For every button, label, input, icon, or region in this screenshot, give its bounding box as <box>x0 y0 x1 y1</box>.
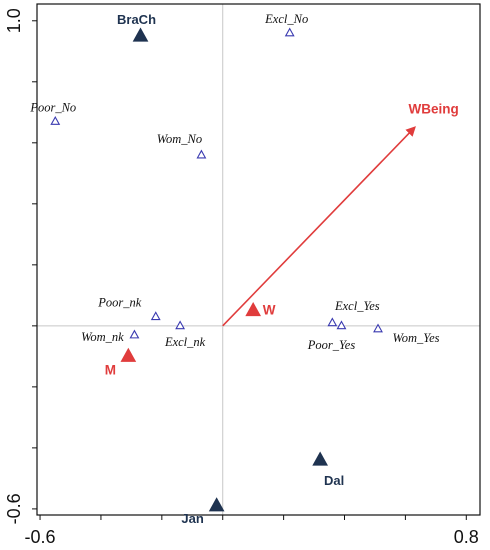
sample-label: BraCh <box>117 12 156 27</box>
species-marker <box>129 329 140 339</box>
sample-marker <box>312 451 329 466</box>
species-label: Excl_Yes <box>334 299 380 313</box>
species-label: Poor_No <box>29 100 76 114</box>
sample-marker <box>208 497 225 512</box>
species-marker <box>196 149 207 159</box>
sample-label: Dal <box>324 473 344 488</box>
species-label: Poor_nk <box>97 296 142 310</box>
sample-marker <box>132 27 149 42</box>
y-tick-label: 1.0 <box>4 8 24 33</box>
x-tick-label: 0.8 <box>454 527 479 547</box>
species-label: Wom_nk <box>81 330 124 344</box>
env-vector-label: WBeing <box>409 102 459 117</box>
species-label: Excl_nk <box>164 335 206 349</box>
species-marker <box>373 323 383 333</box>
env-vector-arrow <box>222 126 416 327</box>
species-marker <box>327 317 338 327</box>
species-label: Excl_No <box>264 12 308 26</box>
species-label: Poor_Yes <box>307 338 356 352</box>
species-marker <box>336 320 347 330</box>
plot-frame <box>36 3 481 516</box>
species-label: Wom_Yes <box>392 331 439 345</box>
y-tick-label: -0.6 <box>4 493 24 524</box>
species-marker <box>50 116 61 125</box>
species-marker <box>175 320 186 330</box>
env-category-label: M <box>105 362 116 377</box>
env-category-label: W <box>263 303 276 318</box>
species-marker <box>284 27 295 37</box>
env-category-marker <box>120 347 137 362</box>
species-label: Wom_No <box>157 132 202 146</box>
sample-label: Jan <box>181 511 203 526</box>
env-category-marker <box>245 302 262 317</box>
x-tick-label: -0.6 <box>25 527 56 547</box>
species-marker <box>150 311 161 321</box>
